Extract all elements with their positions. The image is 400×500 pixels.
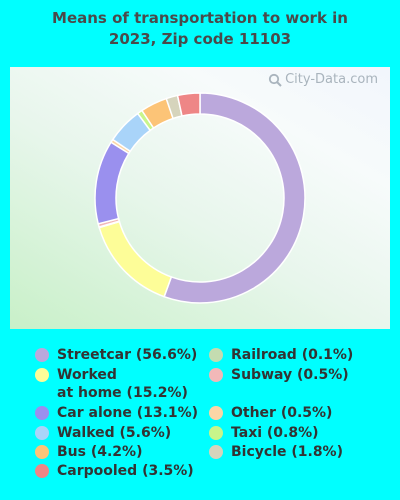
magnifier-icon <box>269 73 282 87</box>
legend-item-railroad: Railroad (0.1%) <box>209 346 353 364</box>
watermark-text: City-Data.com <box>285 72 378 87</box>
legend-item-bicycle: Bicycle (1.8%) <box>209 443 343 461</box>
legend-swatch <box>35 445 49 459</box>
legend-label: Bicycle (1.8%) <box>231 444 343 460</box>
legend-item-car-alone: Car alone (13.1%) <box>35 404 198 422</box>
legend-label: Worked at home (15.2%) <box>57 367 188 401</box>
legend-swatch <box>209 445 223 459</box>
legend: Streetcar (56.6%) Worked at home (15.2%) C… <box>0 346 400 496</box>
legend-swatch <box>35 368 49 382</box>
legend-swatch <box>209 368 223 382</box>
legend-label: Other (0.5%) <box>231 405 333 421</box>
legend-item-worked-at-home: Worked at home (15.2%) <box>35 366 188 402</box>
legend-label: Streetcar (56.6%) <box>57 347 198 363</box>
chart-title: Means of transportation to work in 2023,… <box>52 9 348 48</box>
slice-carpooled <box>176 92 201 117</box>
plot-area: City-Data.com <box>10 67 390 329</box>
legend-swatch <box>35 348 49 362</box>
legend-swatch <box>35 406 49 420</box>
legend-item-taxi: Taxi (0.8%) <box>209 424 319 442</box>
legend-label: Walked (5.6%) <box>57 425 172 441</box>
legend-label: Carpooled (3.5%) <box>57 463 194 479</box>
legend-swatch <box>35 426 49 440</box>
legend-label: Bus (4.2%) <box>57 444 143 460</box>
legend-swatch <box>209 406 223 420</box>
legend-label: Subway (0.5%) <box>231 367 349 383</box>
slice-worked-at-home <box>98 220 173 298</box>
legend-label: Railroad (0.1%) <box>231 347 354 363</box>
legend-label: Car alone (13.1%) <box>57 405 199 421</box>
legend-item-walked: Walked (5.6%) <box>35 424 171 442</box>
watermark: City-Data.com <box>268 72 378 87</box>
legend-label: Taxi (0.8%) <box>231 425 319 441</box>
legend-swatch <box>209 348 223 362</box>
legend-item-bus: Bus (4.2%) <box>35 443 142 461</box>
legend-item-streetcar: Streetcar (56.6%) <box>35 346 197 364</box>
legend-swatch <box>209 426 223 440</box>
legend-item-carpooled: Carpooled (3.5%) <box>35 462 194 480</box>
donut-chart <box>94 92 306 304</box>
legend-swatch <box>35 464 49 478</box>
legend-item-subway: Subway (0.5%) <box>209 366 349 384</box>
legend-item-other: Other (0.5%) <box>209 404 332 422</box>
slice-car-alone <box>94 141 130 225</box>
slice-streetcar <box>163 92 306 304</box>
